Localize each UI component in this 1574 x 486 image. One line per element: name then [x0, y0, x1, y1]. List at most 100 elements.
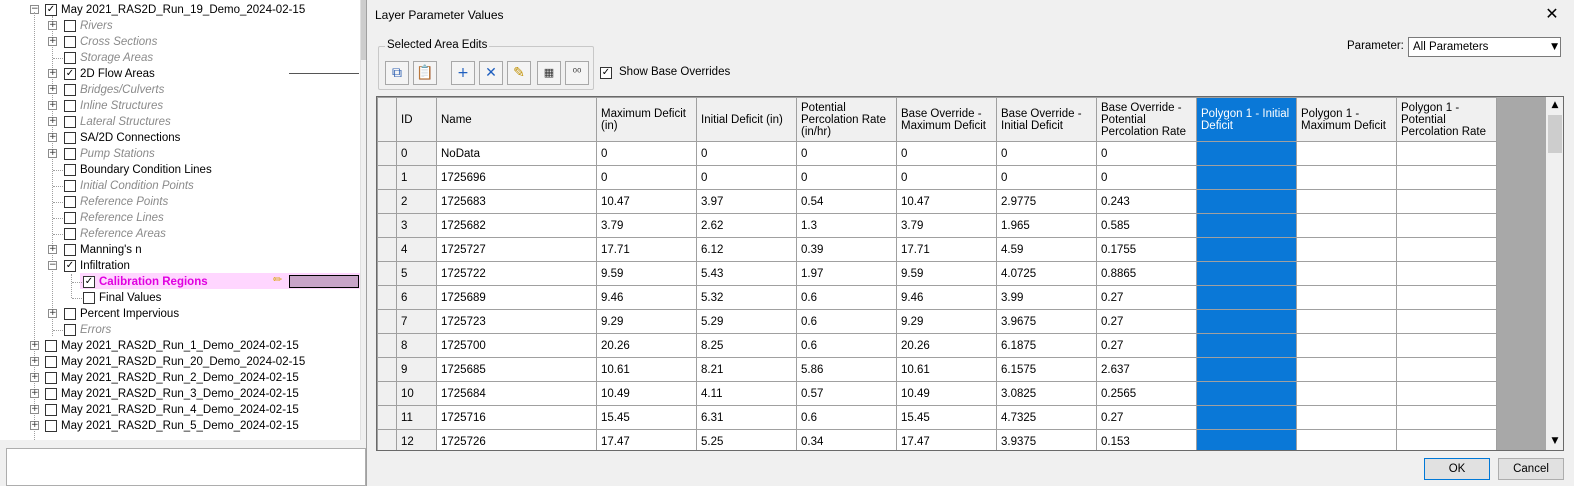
table-row[interactable]: 1 1725696 0 0 0 0 0 0 [377, 165, 1497, 190]
row-selector[interactable] [377, 405, 397, 430]
table-cell[interactable]: 3.0825 [996, 381, 1097, 406]
chevron-down-icon[interactable]: ▼ [1551, 42, 1558, 52]
table-cell[interactable] [1296, 165, 1397, 190]
table-cell[interactable]: 10.49 [896, 381, 997, 406]
column-header[interactable]: Potential Percolation Rate (in/hr) [796, 97, 897, 142]
fill-icon[interactable]: ✎ [507, 61, 531, 85]
table-cell[interactable]: 1.965 [996, 213, 1097, 238]
table-cell[interactable] [1296, 357, 1397, 382]
table-cell[interactable]: 6.31 [696, 405, 797, 430]
table-cell[interactable]: 10 [396, 381, 437, 406]
table-cell[interactable]: 0 [796, 141, 897, 166]
tree-item[interactable]: + Pump Stations [0, 146, 360, 162]
grid-vertical-scrollbar[interactable]: ▲ ▼ [1546, 97, 1563, 450]
table-cell[interactable] [1196, 237, 1297, 262]
tree-item[interactable]: Reference Points [0, 194, 360, 210]
table-cell[interactable]: 3 [396, 213, 437, 238]
table-cell[interactable]: 10.47 [896, 189, 997, 214]
table-cell[interactable]: 4.11 [696, 381, 797, 406]
table-cell[interactable]: 1725696 [436, 165, 597, 190]
table-cell[interactable]: 0.8865 [1096, 261, 1197, 286]
table-cell[interactable]: 3.9675 [996, 309, 1097, 334]
column-header[interactable]: Base Override - Initial Deficit [996, 97, 1097, 142]
table-cell[interactable]: 5.43 [696, 261, 797, 286]
delete-row-icon[interactable]: ✕ [479, 61, 503, 85]
table-cell[interactable] [1396, 237, 1497, 262]
table-cell[interactable]: 0.54 [796, 189, 897, 214]
table-cell[interactable]: 6.12 [696, 237, 797, 262]
table-cell[interactable]: 7 [396, 309, 437, 334]
expand-icon[interactable]: + [30, 420, 39, 430]
layer-checkbox[interactable] [45, 388, 57, 400]
table-cell[interactable]: 4.0725 [996, 261, 1097, 286]
table-cell[interactable] [1396, 381, 1497, 406]
table-cell[interactable]: 17.71 [896, 237, 997, 262]
table-cell[interactable] [1196, 429, 1297, 450]
tree-item[interactable]: + Lateral Structures [0, 114, 360, 130]
table-cell[interactable]: 9.59 [896, 261, 997, 286]
table-cell[interactable]: 1725722 [436, 261, 597, 286]
table-cell[interactable]: 0.27 [1096, 309, 1197, 334]
layer-checkbox[interactable]: ✓ [64, 260, 76, 272]
layer-checkbox[interactable] [64, 100, 76, 112]
table-cell[interactable]: 0 [396, 141, 437, 166]
table-cell[interactable]: 10.61 [596, 357, 697, 382]
expand-icon[interactable]: + [48, 68, 57, 78]
edit-pencil-icon[interactable]: ✏ [273, 273, 283, 286]
tree-item[interactable]: + Rivers [0, 18, 360, 34]
tree-item-sub[interactable]: Final Values [0, 290, 360, 306]
table-cell[interactable] [1196, 165, 1297, 190]
row-selector[interactable] [377, 213, 397, 238]
expand-icon[interactable]: + [48, 132, 57, 142]
table-cell[interactable]: 0.1755 [1096, 237, 1197, 262]
table-cell[interactable]: 0 [596, 141, 697, 166]
table-row[interactable]: 4 1725727 17.71 6.12 0.39 17.71 4.59 0.1755 [377, 237, 1497, 262]
row-selector[interactable] [377, 189, 397, 214]
table-cell[interactable]: 1725723 [436, 309, 597, 334]
layer-checkbox[interactable] [45, 356, 57, 368]
table-row[interactable]: 12 1725726 17.47 5.25 0.34 17.47 3.9375 0.153 [377, 429, 1497, 450]
table-cell[interactable]: 3.79 [596, 213, 697, 238]
layer-checkbox[interactable]: ✓ [83, 276, 95, 288]
parameter-grid[interactable]: ID Name Maximum Deficit (in) Initial Defici… [376, 96, 1564, 451]
layer-checkbox[interactable] [64, 180, 76, 192]
table-row[interactable]: 9 1725685 10.61 8.21 5.86 10.61 6.1575 2.637 [377, 357, 1497, 382]
table-cell[interactable]: 0.153 [1096, 429, 1197, 450]
column-header[interactable]: ID [396, 97, 437, 142]
layer-checkbox[interactable] [64, 36, 76, 48]
tree-item[interactable]: Storage Areas [0, 50, 360, 66]
expand-icon[interactable]: + [48, 116, 57, 126]
scroll-down-icon[interactable]: ▼ [1551, 436, 1559, 446]
table-cell[interactable] [1296, 213, 1397, 238]
table-cell[interactable] [1396, 141, 1497, 166]
row-selector[interactable] [377, 165, 397, 190]
column-header[interactable]: Polygon 1 - Maximum Deficit [1296, 97, 1397, 142]
tree-item[interactable]: + ✓ 2D Flow Areas [0, 66, 360, 82]
table-cell[interactable]: 10.49 [596, 381, 697, 406]
layer-checkbox[interactable] [45, 404, 57, 416]
table-cell[interactable] [1296, 189, 1397, 214]
table-cell[interactable] [1196, 261, 1297, 286]
tree-run[interactable]: + May 2021_RAS2D_Run_2_Demo_2024-02-15 [0, 370, 360, 386]
table-row[interactable]: 11 1725716 15.45 6.31 0.6 15.45 4.7325 0.27 [377, 405, 1497, 430]
table-cell[interactable]: 1725684 [436, 381, 597, 406]
corner-header[interactable] [377, 97, 397, 142]
table-cell[interactable]: 3.99 [996, 285, 1097, 310]
table-cell[interactable] [1296, 333, 1397, 358]
expand-icon[interactable]: + [48, 36, 57, 46]
show-base-overrides-checkbox[interactable]: ✓ [600, 67, 612, 79]
table-cell[interactable]: 6.1575 [996, 357, 1097, 382]
table-cell[interactable]: 0.34 [796, 429, 897, 450]
close-button[interactable]: ✕ [1545, 4, 1559, 23]
table-cell[interactable]: 1725727 [436, 237, 597, 262]
layer-checkbox[interactable] [64, 132, 76, 144]
table-cell[interactable] [1196, 213, 1297, 238]
row-selector[interactable] [377, 237, 397, 262]
table-cell[interactable]: 0 [696, 165, 797, 190]
table-cell[interactable]: 1725683 [436, 189, 597, 214]
table-cell[interactable]: 1725726 [436, 429, 597, 450]
tree-item[interactable]: Initial Condition Points [0, 178, 360, 194]
column-header[interactable]: Initial Deficit (in) [696, 97, 797, 142]
tree-item[interactable]: + Inline Structures [0, 98, 360, 114]
table-cell[interactable]: 0 [1096, 141, 1197, 166]
